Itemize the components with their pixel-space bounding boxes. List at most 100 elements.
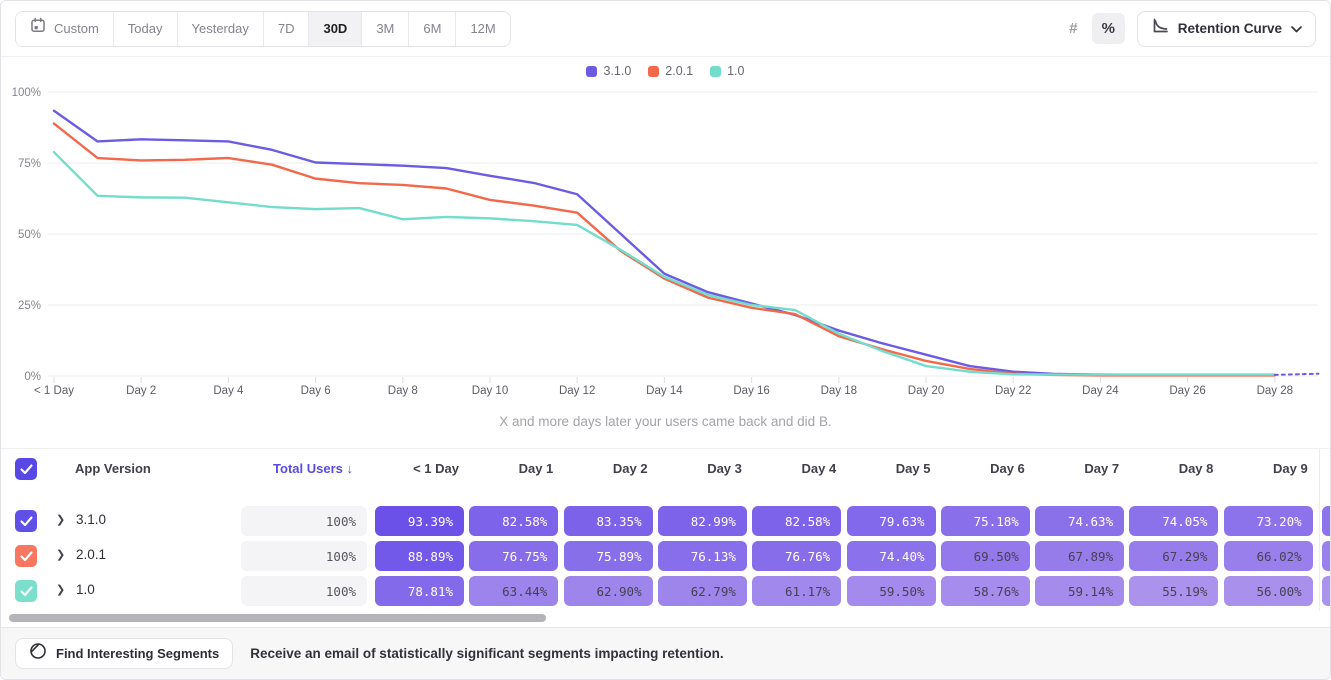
total-users-cell: 100% (241, 541, 367, 571)
retention-cell: 82.99% (657, 506, 747, 536)
date-range-custom[interactable]: Custom (16, 11, 114, 46)
legend-swatch (710, 65, 722, 77)
retention-cell: 76.13% (657, 541, 747, 571)
legend-item-1.0[interactable]: 1.0 (710, 64, 745, 78)
legend-item-2.0.1[interactable]: 2.0.1 (648, 64, 693, 78)
column-header-day-2[interactable]: Day 2 (612, 461, 648, 476)
horizontal-scrollbar-thumb[interactable] (9, 614, 546, 622)
chart-type-label: Retention Curve (1177, 21, 1282, 36)
retention-cell: 62.90% (563, 576, 653, 606)
date-range-12m[interactable]: 12M (456, 11, 510, 46)
table-row-1.0: ❯ 1.0 100% 78.81% 63.44% 62.90% 62.79% 61.17% 59… (1, 574, 1330, 609)
column-header-day-5[interactable]: Day 5 (895, 461, 931, 476)
row-checkbox-2.0.1[interactable] (15, 545, 37, 567)
chart-type-dropdown[interactable]: Retention Curve (1136, 10, 1316, 47)
date-range-label: 12M (470, 21, 496, 36)
chart-subtitle: X and more days later your users came ba… (499, 414, 832, 429)
date-range-today[interactable]: Today (113, 11, 178, 46)
retention-cell-clipped (1322, 576, 1330, 606)
x-axis-tick-label: Day 26 (1169, 385, 1205, 397)
retention-cell: 74.63% (1035, 506, 1125, 536)
column-divider (1319, 449, 1320, 611)
retention-cell: 75.89% (563, 541, 653, 571)
chart-legend: 3.1.0 2.0.1 1.0 (1, 64, 1330, 78)
table-header-row: App Version Total Users ↓ < 1 Day Day 1 Day … (1, 449, 1330, 489)
column-header-day-9[interactable]: Day 9 (1272, 461, 1308, 476)
date-range-label: Today (127, 21, 163, 36)
retention-cell: 82.58% (469, 506, 559, 536)
retention-cell: 78.81% (375, 576, 464, 606)
y-axis-tick-label: 25% (18, 300, 41, 312)
column-header-<-1-day[interactable]: < 1 Day (413, 461, 459, 476)
footer-bar: Find Interesting Segments Receive an ema… (1, 627, 1330, 679)
column-header-day-1[interactable]: Day 1 (518, 461, 554, 476)
date-range-7d[interactable]: 7D (263, 11, 310, 46)
retention-cell: 62.79% (657, 576, 747, 606)
column-header-day-4[interactable]: Day 4 (801, 461, 837, 476)
column-header-day-8[interactable]: Day 8 (1178, 461, 1214, 476)
x-axis-tick-label: < 1 Day (34, 385, 74, 397)
column-header-total-users[interactable]: Total Users ↓ (273, 461, 353, 476)
column-header-app-version[interactable]: App Version (75, 461, 151, 476)
total-users-cell: 100% (241, 506, 367, 536)
row-label: 1.0 (76, 582, 95, 597)
legend-label: 3.1.0 (603, 64, 632, 78)
signal-icon (29, 642, 47, 665)
y-axis-tick-label: 75% (18, 158, 41, 170)
x-axis-tick-label: Day 8 (388, 385, 418, 397)
y-axis-tick-label: 100% (12, 87, 41, 99)
expand-row-chevron-icon[interactable]: ❯ (56, 549, 66, 561)
line-series-2.0.1 (52, 122, 1277, 377)
x-axis-tick-label: Day 18 (821, 385, 857, 397)
expand-row-chevron-icon[interactable]: ❯ (56, 514, 66, 526)
find-interesting-segments-button[interactable]: Find Interesting Segments (15, 638, 234, 669)
expand-row-chevron-icon[interactable]: ❯ (56, 584, 66, 596)
x-axis-tick-label: Day 6 (301, 385, 331, 397)
absolute-numbers-button[interactable]: # (1057, 13, 1090, 44)
retention-cell: 76.75% (469, 541, 559, 571)
legend-item-3.1.0[interactable]: 3.1.0 (586, 64, 631, 78)
column-header-day-6[interactable]: Day 6 (990, 461, 1025, 476)
date-range-label: 6M (423, 21, 442, 36)
date-range-3m[interactable]: 3M (362, 11, 410, 46)
hash-icon: # (1069, 20, 1078, 37)
x-axis-tick-label: Day 22 (995, 385, 1031, 397)
retention-cell: 76.76% (752, 541, 842, 571)
date-range-yesterday[interactable]: Yesterday (177, 11, 264, 46)
y-axis-tick-label: 50% (18, 229, 41, 241)
column-header-day-3[interactable]: Day 3 (707, 461, 742, 476)
retention-cell: 56.00% (1223, 576, 1313, 606)
column-header-day-7[interactable]: Day 7 (1084, 461, 1120, 476)
legend-label: 2.0.1 (665, 64, 694, 78)
percentage-button[interactable]: % (1091, 13, 1125, 44)
x-axis-tick-label: Day 4 (213, 385, 244, 397)
x-axis-tick-label: Day 24 (1082, 385, 1119, 397)
row-checkbox-1.0[interactable] (15, 580, 37, 602)
select-all-checkbox[interactable] (15, 458, 37, 480)
table-row-2.0.1: ❯ 2.0.1 100% 88.89% 76.75% 75.89% 76.13% 76.76%… (1, 539, 1330, 574)
retention-cell: 63.44% (469, 576, 559, 606)
retention-cell: 61.17% (752, 576, 842, 606)
table-body: ❯ 3.1.0 100% 93.39% 82.58% 83.35% 82.99% 82.58%… (1, 504, 1330, 609)
total-users-cell: 100% (241, 576, 367, 606)
retention-cell: 83.35% (563, 506, 653, 536)
x-axis-tick-label: Day 14 (646, 385, 683, 397)
y-axis-tick-label: 0% (24, 371, 41, 383)
date-range-label: 30D (323, 21, 348, 36)
legend-swatch (648, 65, 660, 77)
line-series-3.1.0 (52, 109, 1277, 377)
date-range-30d[interactable]: 30D (309, 11, 363, 46)
date-range-6m[interactable]: 6M (409, 11, 457, 46)
x-axis-tick-label: Day 10 (472, 385, 508, 397)
retention-cell-clipped (1322, 506, 1330, 536)
retention-cell: 82.58% (752, 506, 842, 536)
retention-curve-icon (1151, 17, 1169, 40)
row-checkbox-3.1.0[interactable] (15, 510, 37, 532)
calendar-icon (30, 12, 46, 45)
retention-cell: 58.76% (940, 576, 1030, 606)
retention-cell: 69.50% (940, 541, 1030, 571)
projection-dashed-segment (1273, 372, 1320, 376)
date-range-label: Custom (54, 21, 99, 36)
row-label: 2.0.1 (76, 547, 107, 562)
retention-table: App Version Total Users ↓ < 1 Day Day 1 Day … (1, 448, 1330, 611)
